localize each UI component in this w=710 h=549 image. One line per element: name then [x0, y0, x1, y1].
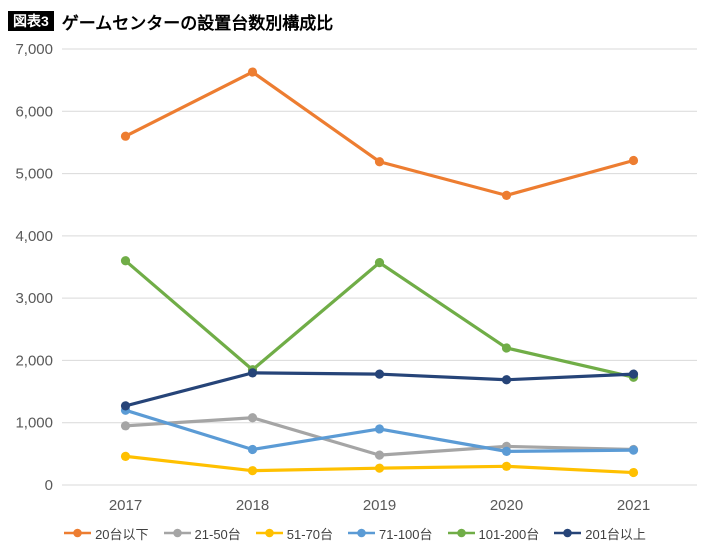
data-point-101-200台 — [374, 258, 385, 268]
x-axis-label: 2021 — [617, 497, 650, 514]
legend-marker-icon — [447, 528, 475, 538]
line-chart: 0 1,000 2,000 3,000 4,000 5,000 6,000 7,000 2017… — [15, 41, 697, 514]
legend-label: 101-200台 — [478, 526, 540, 542]
legend-item: 71-100台 — [348, 524, 433, 543]
legend-marker-icon — [348, 528, 376, 538]
y-axis-label: 3,000 — [15, 290, 53, 307]
chart-legend: 20台以下 21-50台 51-70台 71-100台 101-200台 201台以上 — [0, 518, 710, 548]
data-point-201台以上 — [374, 369, 385, 379]
x-axis-label: 2017 — [109, 497, 142, 514]
chart-title: ゲームセンターの設置台数別構成比 — [61, 13, 334, 33]
y-axis-label: 6,000 — [15, 103, 53, 120]
legend-item: 21-50台 — [163, 524, 241, 543]
data-point-20台以下 — [247, 67, 258, 77]
data-point-20台以下 — [628, 155, 639, 166]
data-point-201台以上 — [247, 368, 258, 378]
x-axis-label: 2018 — [236, 497, 269, 514]
data-point-201台以上 — [120, 401, 131, 411]
y-axis-label: 1,000 — [15, 415, 53, 432]
legend-item: 101-200台 — [447, 524, 540, 543]
data-point-51-70台 — [374, 463, 385, 473]
data-point-51-70台 — [120, 451, 131, 461]
data-point-101-200台 — [120, 256, 131, 266]
legend-label: 71-100台 — [379, 526, 433, 542]
legend-label: 201台以上 — [585, 526, 646, 542]
legend-label: 20台以下 — [95, 526, 149, 542]
legend-marker-icon — [554, 528, 582, 538]
legend-item: 20台以下 — [64, 524, 149, 543]
data-point-201台以上 — [501, 375, 512, 385]
data-point-51-70台 — [501, 461, 512, 471]
data-point-21-50台 — [120, 421, 131, 431]
legend-item: 51-70台 — [255, 524, 334, 543]
legend-item: 201台以上 — [554, 524, 646, 543]
figure-badge: 図表3 — [8, 10, 54, 32]
data-point-51-70台 — [628, 467, 639, 478]
data-point-71-100台 — [247, 444, 258, 455]
y-axis-label: 4,000 — [15, 228, 53, 245]
data-point-20台以下 — [374, 157, 385, 167]
data-point-201台以上 — [628, 369, 639, 379]
data-point-51-70台 — [247, 466, 258, 476]
data-point-20台以下 — [120, 131, 131, 141]
data-point-20台以下 — [501, 190, 512, 200]
legend-marker-icon — [163, 528, 191, 538]
series-line-101-200台 — [123, 259, 636, 379]
data-point-21-50台 — [374, 450, 385, 460]
series-line-20台以下 — [123, 70, 636, 197]
x-axis-label: 2020 — [490, 497, 523, 514]
legend-marker-icon — [64, 528, 92, 538]
legend-label: 21-50台 — [194, 526, 241, 542]
data-point-71-100台 — [628, 445, 639, 455]
data-point-101-200台 — [501, 343, 512, 353]
chart-header: 図表3 ゲームセンターの設置台数別構成比 — [0, 0, 710, 36]
legend-label: 51-70台 — [286, 526, 334, 542]
data-point-71-100台 — [374, 424, 385, 434]
y-axis-label: 5,000 — [15, 166, 53, 183]
y-axis-label: 0 — [45, 477, 53, 494]
y-axis-label: 2,000 — [15, 352, 53, 369]
data-point-21-50台 — [247, 413, 258, 423]
y-axis-label: 7,000 — [15, 41, 53, 58]
legend-marker-icon — [255, 528, 283, 538]
data-point-71-100台 — [501, 446, 512, 456]
x-axis-label: 2019 — [363, 497, 396, 514]
